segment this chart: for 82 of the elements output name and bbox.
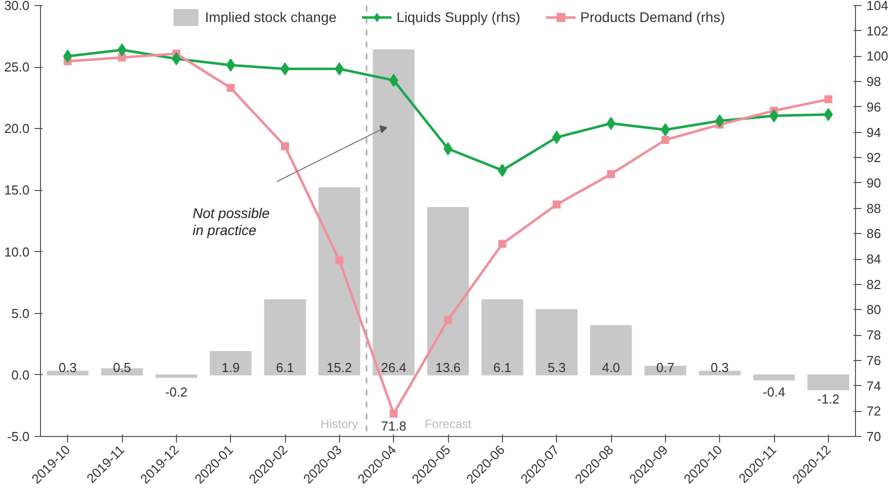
annotation: Forecast <box>424 417 472 432</box>
data-label: 0.3 <box>58 360 77 375</box>
legend-label: Products Demand (rhs) <box>580 9 725 25</box>
y-tick-label: -5.0 <box>7 429 30 444</box>
y-tick-label: 30.0 <box>4 0 30 13</box>
bar <box>46 370 89 376</box>
data-label: -0.4 <box>762 384 786 400</box>
bar <box>210 351 252 376</box>
data-label: 6.1 <box>493 360 512 375</box>
point <box>824 95 832 104</box>
data-label: 4.0 <box>602 360 620 375</box>
y-tick-label: 0.0 <box>11 367 30 382</box>
y2-tick-label: 86 <box>866 226 881 242</box>
bar <box>536 309 578 376</box>
data-label: 0.5 <box>112 360 132 375</box>
y2-tick-label: 74 <box>866 378 881 394</box>
bar <box>318 187 360 376</box>
data-label: 71.8 <box>381 418 406 434</box>
point <box>661 136 670 144</box>
y2-tick-label: 76 <box>866 352 881 368</box>
point <box>552 200 561 209</box>
data-label: 1.9 <box>222 360 240 375</box>
data-label: 26.4 <box>381 360 406 375</box>
y-tick-label: 20.0 <box>4 121 30 136</box>
y2-tick-label: 90 <box>866 175 881 190</box>
point <box>335 256 344 264</box>
bar <box>753 374 795 380</box>
annotation: History <box>320 417 358 432</box>
legend-label: Implied stock change <box>205 9 337 25</box>
point <box>607 170 615 178</box>
bar <box>264 299 306 376</box>
y2-tick-label: 96 <box>866 99 881 114</box>
y2-tick-label: 100 <box>866 48 888 64</box>
data-label: -1.2 <box>817 392 840 407</box>
y2-tick-label: 94 <box>866 124 881 140</box>
y2-tick-label: 80 <box>866 302 881 318</box>
point <box>552 130 562 144</box>
y2-tick-label: 70 <box>866 429 881 444</box>
bar <box>590 325 632 376</box>
point <box>226 84 235 92</box>
data-label: 5.3 <box>548 360 566 375</box>
y-tick-label: 15.0 <box>4 182 30 198</box>
y-tick-label: 5.0 <box>11 306 30 321</box>
y2-tick-label: 82 <box>866 276 881 292</box>
legend-label: Liquids Supply (rhs) <box>396 9 520 25</box>
y2-tick-label: 98 <box>866 74 881 90</box>
point <box>118 53 126 62</box>
point <box>389 74 398 87</box>
point <box>715 114 724 128</box>
annotation: Not possible in practice <box>192 205 270 238</box>
y2-tick-label: 84 <box>866 252 881 267</box>
data-label: 0.7 <box>656 360 674 375</box>
data-label: 6.1 <box>276 360 294 375</box>
y2-tick-label: 72 <box>866 404 881 419</box>
point <box>444 316 452 324</box>
bar <box>807 374 850 390</box>
point <box>63 50 72 63</box>
y2-tick-label: 92 <box>866 150 881 166</box>
y2-tick-label: 78 <box>866 328 881 343</box>
bar <box>698 370 741 376</box>
data-label: 13.6 <box>435 360 461 375</box>
point <box>226 58 236 72</box>
bar <box>155 374 198 378</box>
y2-tick-label: 104 <box>866 0 888 13</box>
point <box>390 410 398 418</box>
y2-tick-label: 88 <box>866 200 881 216</box>
y2-tick-label: 102 <box>866 23 888 38</box>
bar <box>372 49 415 376</box>
point <box>498 240 506 248</box>
bar <box>427 206 469 376</box>
data-label: 0.3 <box>710 360 729 375</box>
bar <box>481 299 524 376</box>
point <box>660 123 670 136</box>
point <box>172 52 181 66</box>
point <box>498 164 507 177</box>
point <box>281 142 289 150</box>
data-label: -0.2 <box>165 384 188 400</box>
data-label: 15.2 <box>326 360 352 375</box>
y-tick-label: 10.0 <box>4 244 30 260</box>
point <box>824 108 833 122</box>
y-tick-label: 25.0 <box>4 60 30 75</box>
point <box>334 62 344 76</box>
